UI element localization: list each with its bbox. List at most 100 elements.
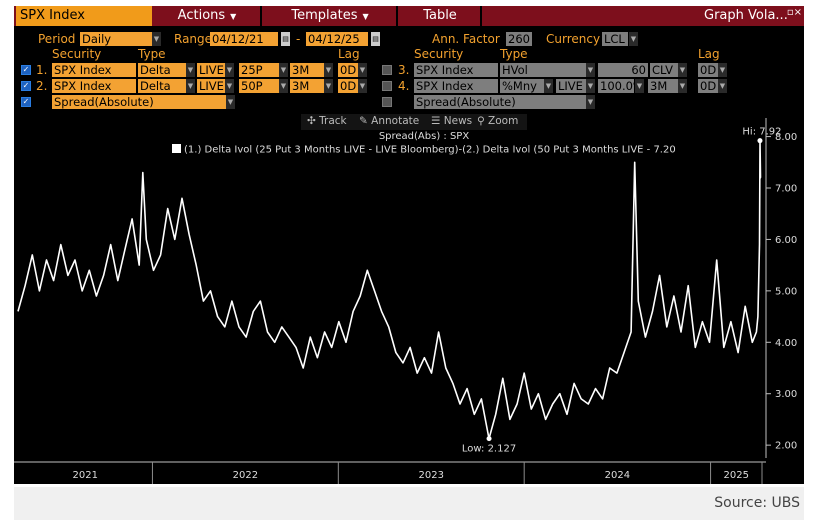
row-3-window-input[interactable]: 60 bbox=[598, 63, 648, 77]
currency-dropdown-icon[interactable]: ▼ bbox=[629, 32, 638, 46]
row-4-tenor-select[interactable]: 3M bbox=[648, 79, 678, 93]
spread-line-chart[interactable]: 2.00 3.00 4.00 5.00 6.00 7.00 8.00 2021 2022 2023… bbox=[14, 6, 804, 484]
y-tick-label: 7.00 bbox=[775, 184, 797, 195]
spread-checkbox[interactable] bbox=[382, 97, 392, 107]
row-4-type-select[interactable]: %Mny bbox=[500, 79, 544, 93]
dropdown-icon[interactable]: ▼ bbox=[358, 79, 367, 93]
dropdown-icon[interactable]: ▼ bbox=[225, 63, 234, 77]
pencil-icon: ✎ bbox=[359, 115, 368, 127]
range-start-input[interactable]: 04/12/21 bbox=[210, 32, 278, 46]
calendar-icon[interactable]: ▤ bbox=[371, 32, 380, 46]
row-1-source-select[interactable]: LIVE bbox=[197, 63, 225, 77]
dropdown-icon[interactable]: ▼ bbox=[544, 79, 553, 93]
y-tick-label: 3.00 bbox=[775, 389, 797, 400]
annotation-label: Low: 2.127 bbox=[462, 444, 516, 455]
row-2-security-input[interactable]: SPX Index bbox=[52, 79, 136, 93]
dropdown-icon[interactable]: ▼ bbox=[586, 95, 595, 109]
chart-toolbar: ✣ Track ✎ Annotate ☰ News ⚲ Zoom bbox=[301, 114, 527, 130]
source-footer: Source: UBS bbox=[14, 487, 804, 520]
dropdown-icon[interactable]: ▼ bbox=[586, 63, 595, 77]
row-4-lag-select[interactable]: 0D bbox=[698, 79, 718, 93]
dropdown-icon[interactable]: ▼ bbox=[186, 63, 195, 77]
dropdown-icon[interactable]: ▼ bbox=[279, 63, 288, 77]
period-select[interactable]: Daily bbox=[80, 32, 152, 46]
dropdown-icon[interactable]: ▼ bbox=[225, 79, 234, 93]
row-2-type-select[interactable]: Delta bbox=[138, 79, 186, 93]
annotation-point bbox=[757, 138, 763, 144]
ticker-field[interactable]: SPX Index bbox=[16, 6, 152, 26]
actions-caret-icon: ▼ bbox=[230, 12, 237, 21]
graph-title: Graph Vola... bbox=[704, 8, 788, 23]
templates-menu[interactable]: Templates ▼ bbox=[264, 6, 396, 26]
actions-label: Actions bbox=[177, 8, 226, 23]
annotation-point bbox=[486, 436, 492, 442]
menu-divider bbox=[396, 6, 398, 26]
window-controls-icon[interactable]: ▫× bbox=[786, 7, 802, 18]
news-tool[interactable]: ☰ News bbox=[431, 115, 472, 127]
currency-select[interactable]: LCL bbox=[602, 32, 628, 46]
period-dropdown-icon[interactable]: ▼ bbox=[152, 32, 161, 46]
actions-menu[interactable]: Actions ▼ bbox=[156, 6, 258, 26]
type-header: Type bbox=[138, 47, 166, 61]
row-3-lag-select[interactable]: 0D bbox=[698, 63, 718, 77]
annotate-tool[interactable]: ✎ Annotate bbox=[359, 115, 419, 127]
calendar-icon[interactable]: ▤ bbox=[281, 32, 290, 46]
annotation-label: Hi: 7.92 bbox=[742, 127, 781, 138]
spread-checkbox[interactable]: ✓ bbox=[21, 97, 31, 107]
dropdown-icon[interactable]: ▼ bbox=[586, 79, 595, 93]
period-label: Period bbox=[38, 32, 76, 46]
row-2-lag-select[interactable]: 0D bbox=[338, 79, 358, 93]
row-3-method-select[interactable]: CLV bbox=[650, 63, 678, 77]
track-tool[interactable]: ✣ Track bbox=[307, 115, 347, 127]
row-4-source-select[interactable]: LIVE bbox=[556, 79, 586, 93]
row-number: 3. bbox=[398, 63, 410, 77]
dropdown-icon[interactable]: ▼ bbox=[718, 63, 727, 77]
menu-divider bbox=[480, 6, 482, 26]
dropdown-icon[interactable]: ▼ bbox=[635, 79, 644, 93]
row-4-checkbox[interactable] bbox=[382, 81, 392, 91]
row-2-strike-select[interactable]: 50P bbox=[239, 79, 279, 93]
x-tick-label: 2021 bbox=[72, 470, 97, 481]
zoom-label: Zoom bbox=[488, 115, 519, 127]
lag-header: Lag bbox=[338, 47, 360, 61]
row-2-source-select[interactable]: LIVE bbox=[197, 79, 225, 93]
row-1-security-input[interactable]: SPX Index bbox=[52, 63, 136, 77]
source-text: Source: UBS bbox=[714, 495, 800, 511]
row-2-checkbox[interactable]: ✓ bbox=[21, 81, 31, 91]
dropdown-icon[interactable]: ▼ bbox=[186, 79, 195, 93]
dropdown-icon[interactable]: ▼ bbox=[358, 63, 367, 77]
left-spread-select[interactable]: Spread(Absolute) bbox=[52, 95, 226, 109]
row-2-tenor-select[interactable]: 3M bbox=[290, 79, 324, 93]
row-number: 1. bbox=[36, 63, 48, 77]
right-spread-select[interactable]: Spread(Absolute) bbox=[414, 95, 586, 109]
news-icon: ☰ bbox=[431, 115, 441, 127]
row-1-checkbox[interactable]: ✓ bbox=[21, 65, 31, 75]
row-3-type-select[interactable]: HVol bbox=[500, 63, 586, 77]
row-1-type-select[interactable]: Delta bbox=[138, 63, 186, 77]
row-3-security-input[interactable]: SPX Index bbox=[414, 63, 498, 77]
row-4-moneyness-input[interactable]: 100.0% bbox=[598, 79, 634, 93]
row-number: 4. bbox=[398, 79, 410, 93]
x-tick-label: 2023 bbox=[419, 470, 444, 481]
dropdown-icon[interactable]: ▼ bbox=[678, 63, 687, 77]
range-end-input[interactable]: 04/12/25 bbox=[306, 32, 368, 46]
dropdown-icon[interactable]: ▼ bbox=[226, 95, 235, 109]
legend-text: (1.) Delta Ivol (25 Put 3 Months LIVE - … bbox=[184, 145, 676, 156]
zoom-tool[interactable]: ⚲ Zoom bbox=[477, 115, 518, 127]
ann-factor-input[interactable]: 260 bbox=[506, 32, 532, 46]
dropdown-icon[interactable]: ▼ bbox=[324, 63, 333, 77]
dropdown-icon[interactable]: ▼ bbox=[324, 79, 333, 93]
row-4-security-input[interactable]: SPX Index bbox=[414, 79, 498, 93]
row-1-tenor-select[interactable]: 3M bbox=[290, 63, 324, 77]
dropdown-icon[interactable]: ▼ bbox=[718, 79, 727, 93]
table-menu[interactable]: Table bbox=[423, 8, 457, 23]
dropdown-icon[interactable]: ▼ bbox=[279, 79, 288, 93]
x-tick-label: 2024 bbox=[605, 470, 630, 481]
row-1-strike-select[interactable]: 25P bbox=[239, 63, 279, 77]
row-1-lag-select[interactable]: 0D bbox=[338, 63, 358, 77]
currency-label: Currency bbox=[546, 32, 601, 46]
row-3-checkbox[interactable] bbox=[382, 65, 392, 75]
magnifier-icon: ⚲ bbox=[477, 115, 485, 127]
annotate-label: Annotate bbox=[371, 115, 420, 127]
dropdown-icon[interactable]: ▼ bbox=[678, 79, 687, 93]
